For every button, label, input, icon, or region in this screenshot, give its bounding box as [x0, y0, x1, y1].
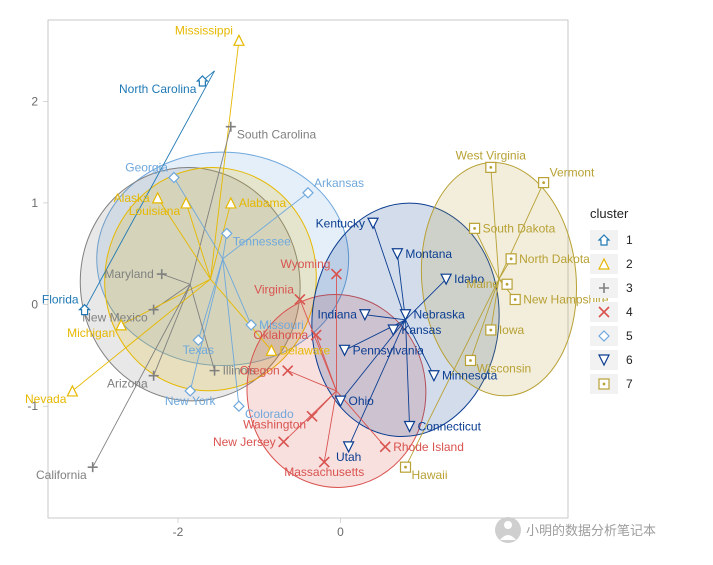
- point-label: Maryland: [104, 267, 153, 281]
- point-label: North Carolina: [119, 82, 197, 96]
- legend-item-label: 1: [626, 233, 633, 247]
- point-label: Mississippi: [175, 23, 233, 37]
- y-tick-label: 2: [31, 94, 38, 108]
- point-label: New York: [165, 394, 217, 408]
- point-label: Oregon: [240, 364, 280, 378]
- x-tick-label: -2: [173, 525, 184, 539]
- y-tick-label: 1: [31, 196, 38, 210]
- point-label: Connecticut: [418, 420, 482, 434]
- point-label: New Mexico: [82, 311, 148, 325]
- point-label: South Dakota: [483, 221, 556, 235]
- point-label: Maine: [466, 277, 499, 291]
- point-label: Alaska: [114, 191, 150, 205]
- point-label: Florida: [42, 293, 79, 307]
- watermark-text: 小明的数据分析笔记本: [526, 523, 656, 538]
- point-label: Montana: [405, 247, 452, 261]
- point-label: Arizona: [107, 377, 148, 391]
- watermark: 小明的数据分析笔记本: [495, 517, 656, 543]
- legend-item-label: 4: [626, 305, 633, 319]
- point-label: Indiana: [318, 308, 358, 322]
- point-label: Massachusetts: [284, 465, 364, 479]
- legend-item-label: 3: [626, 281, 633, 295]
- point-label: Georgia: [125, 161, 168, 175]
- point-label: North Dakota: [519, 252, 590, 266]
- point-label: Hawaii: [412, 468, 448, 482]
- point-label: Arkansas: [314, 176, 364, 190]
- point-label: Rhode Island: [393, 440, 464, 454]
- point-label: Texas: [183, 343, 214, 357]
- point-label: Pennsylvania: [353, 343, 425, 357]
- point-label: Louisiana: [129, 204, 181, 218]
- point-label: Wyoming: [281, 257, 331, 271]
- legend-title: cluster: [590, 206, 629, 221]
- legend-item-label: 2: [626, 257, 633, 271]
- point-label: Utah: [336, 450, 361, 464]
- point-label: Ohio: [349, 394, 375, 408]
- legend-item-label: 6: [626, 353, 633, 367]
- point-label: Alabama: [239, 196, 287, 210]
- point-label: Washington: [243, 417, 306, 431]
- point-label: Wisconsin: [477, 361, 532, 375]
- point-label: Virginia: [254, 282, 294, 296]
- point-label: Delaware: [279, 343, 330, 357]
- legend-item-label: 5: [626, 329, 633, 343]
- y-tick-label: 0: [31, 298, 38, 312]
- point-label: Oklahoma: [253, 328, 308, 342]
- point-label: Nebraska: [414, 308, 466, 322]
- point-label: West Virginia: [456, 148, 527, 162]
- point-label: New Jersey: [213, 435, 276, 449]
- point-label: Vermont: [550, 166, 595, 180]
- point-label: Kansas: [401, 323, 441, 337]
- point-label: Nevada: [25, 392, 67, 406]
- point-label: Iowa: [499, 323, 525, 337]
- point-label: Michigan: [67, 326, 115, 340]
- point-label: Tennessee: [233, 234, 291, 248]
- point-label: South Carolina: [237, 128, 317, 142]
- cluster-scatter-svg: -202-1012MississippiNorth CarolinaSouth …: [0, 0, 713, 565]
- point-label: Kentucky: [316, 216, 365, 230]
- x-tick-label: 0: [337, 525, 344, 539]
- point-label: California: [36, 468, 87, 482]
- chart-container: -202-1012MississippiNorth CarolinaSouth …: [0, 0, 713, 565]
- legend-item-label: 7: [626, 377, 633, 391]
